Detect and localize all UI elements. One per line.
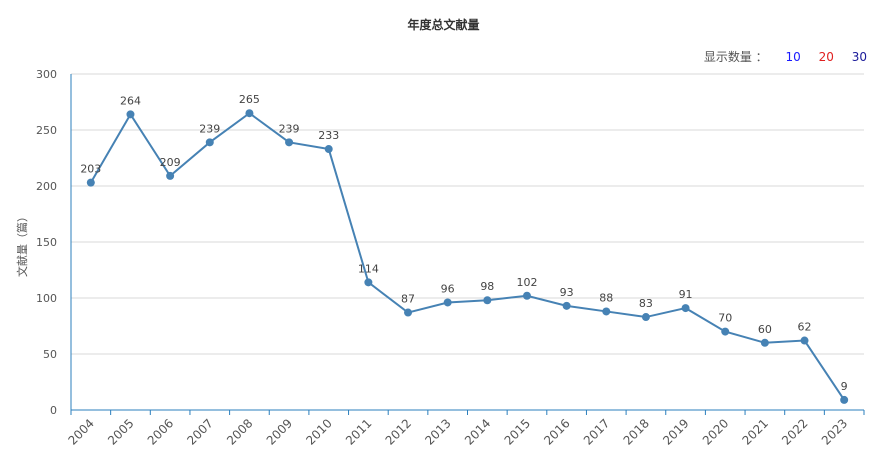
data-label: 87 xyxy=(401,293,415,306)
data-label: 239 xyxy=(279,122,300,135)
data-label: 60 xyxy=(758,323,772,336)
y-tick-label: 300 xyxy=(36,68,57,81)
data-point xyxy=(681,304,690,313)
x-tick-label: 2022 xyxy=(779,416,810,447)
data-label: 265 xyxy=(239,93,260,106)
data-label: 98 xyxy=(480,280,494,293)
data-label: 88 xyxy=(599,291,613,304)
data-label: 70 xyxy=(718,312,732,325)
x-tick-label: 2007 xyxy=(184,416,215,447)
y-tick-label: 200 xyxy=(36,180,57,193)
data-label: 209 xyxy=(160,156,181,169)
data-point xyxy=(760,338,769,347)
data-point xyxy=(86,178,95,187)
data-label: 91 xyxy=(679,288,693,301)
data-point xyxy=(522,291,531,300)
data-point xyxy=(364,278,373,287)
x-tick-label: 2008 xyxy=(224,416,255,447)
data-point xyxy=(324,145,333,154)
data-label: 96 xyxy=(441,282,455,295)
data-point xyxy=(205,138,214,147)
series-line xyxy=(89,111,846,401)
data-point xyxy=(404,308,413,317)
data-label: 83 xyxy=(639,297,653,310)
x-tick-label: 2015 xyxy=(502,416,533,447)
data-point xyxy=(443,298,452,307)
x-tick-label: 2010 xyxy=(303,416,334,447)
display-count-selector: 显示数量 ： 10 20 30 xyxy=(704,48,867,65)
data-point xyxy=(285,138,294,147)
x-tick-label: 2006 xyxy=(145,416,176,447)
data-point xyxy=(641,313,650,322)
x-tick-label: 2023 xyxy=(819,416,850,447)
x-tick-label: 2004 xyxy=(65,416,96,447)
data-point xyxy=(721,327,730,336)
display-count-option-20[interactable]: 20 xyxy=(818,50,834,64)
y-tick-label: 150 xyxy=(36,236,57,249)
data-label: 233 xyxy=(318,129,339,142)
y-tick-label: 250 xyxy=(36,124,57,137)
data-point xyxy=(483,296,492,305)
display-count-option-30[interactable]: 30 xyxy=(851,50,867,64)
x-tick-label: 2016 xyxy=(541,416,572,447)
y-axis-label: 文献量（篇） xyxy=(15,211,29,277)
data-point xyxy=(562,301,571,310)
x-tick-label: 2009 xyxy=(264,416,295,447)
x-tick-label: 2017 xyxy=(581,416,612,447)
display-count-label: 显示数量 ： xyxy=(703,50,768,64)
y-tick-label: 0 xyxy=(50,404,57,417)
chart-title: 年度总文献量 xyxy=(407,18,480,32)
data-point xyxy=(245,109,254,118)
data-point xyxy=(840,395,849,404)
x-tick-label: 2018 xyxy=(621,416,652,447)
y-tick-label: 100 xyxy=(36,292,57,305)
data-label: 203 xyxy=(80,163,101,176)
x-tick-label: 2014 xyxy=(462,416,493,447)
data-label: 93 xyxy=(560,286,574,299)
data-point xyxy=(126,110,135,119)
data-point xyxy=(800,336,809,345)
x-tick-label: 2012 xyxy=(383,416,414,447)
data-label: 264 xyxy=(120,94,141,107)
x-tick-label: 2005 xyxy=(105,416,136,447)
data-label: 239 xyxy=(199,122,220,135)
data-point xyxy=(602,307,611,316)
x-tick-label: 2013 xyxy=(422,416,453,447)
data-label: 114 xyxy=(358,262,379,275)
x-tick-label: 2021 xyxy=(739,416,770,447)
x-tick-label: 2011 xyxy=(343,416,374,447)
data-point xyxy=(166,171,175,180)
data-label: 9 xyxy=(841,380,848,393)
display-count-option-10[interactable]: 10 xyxy=(785,50,801,64)
data-label: 102 xyxy=(516,276,537,289)
y-tick-label: 50 xyxy=(43,348,57,361)
data-label: 62 xyxy=(798,321,812,334)
x-tick-label: 2020 xyxy=(700,416,731,447)
x-tick-label: 2019 xyxy=(660,416,691,447)
